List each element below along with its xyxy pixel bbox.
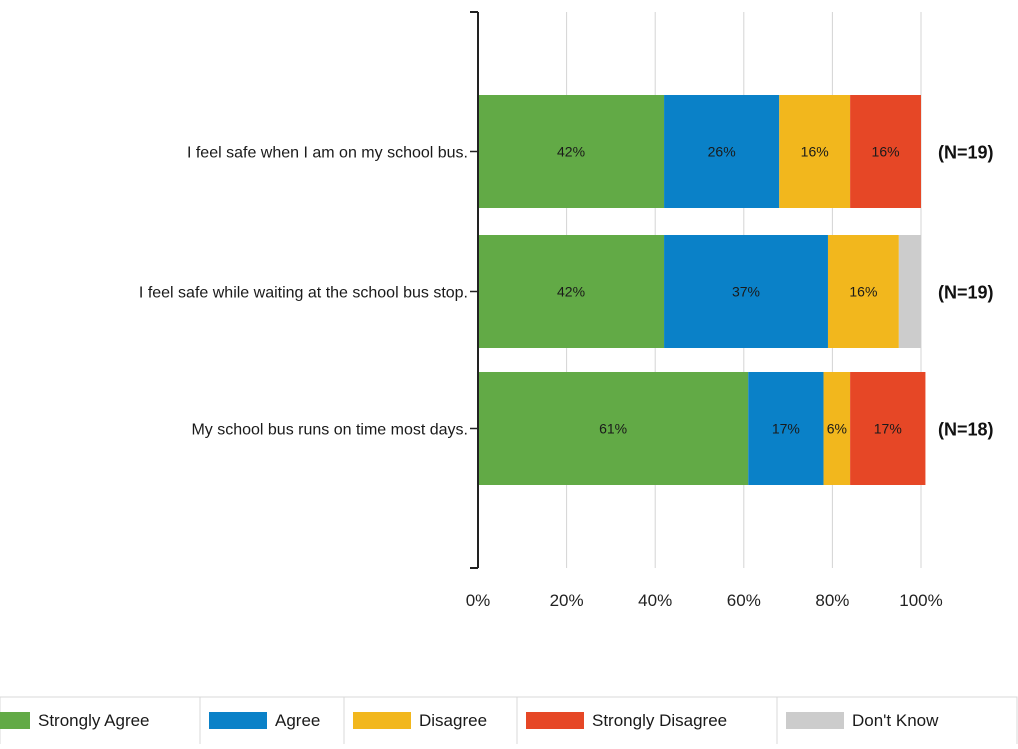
bar-segment xyxy=(478,372,749,485)
legend: Strongly Agree Agree Disagree Strongly Disa… xyxy=(0,696,1018,746)
category-axis: I feel safe when I am on my school bus. I… xyxy=(139,11,479,569)
bar-segment-label: 42% xyxy=(557,284,585,300)
category-label: I feel safe when I am on my school bus. xyxy=(187,145,468,162)
bar-segment-label: 37% xyxy=(732,284,760,300)
sample-size-label: (N=18) xyxy=(938,420,994,440)
legend-label: Agree xyxy=(275,711,320,730)
x-axis-ticks: 0% 20% 40% 60% 80% 100% xyxy=(466,591,943,610)
bar-segment-label: 17% xyxy=(874,421,902,437)
bar-segment xyxy=(827,235,899,348)
legend-swatch xyxy=(786,712,844,729)
legend-label: Strongly Disagree xyxy=(592,711,727,730)
bar-segment xyxy=(664,95,780,208)
bar-segment-label: 61% xyxy=(599,421,627,437)
x-tick-label: 20% xyxy=(550,591,584,610)
bar-segment-label: 16% xyxy=(872,144,900,160)
bar-segment-label: 26% xyxy=(708,144,736,160)
legend-box xyxy=(0,696,1018,746)
bar-segment xyxy=(850,95,921,208)
bar-segment xyxy=(478,235,665,348)
bar-segment-label: 17% xyxy=(772,421,800,437)
legend-swatch xyxy=(209,712,267,729)
x-tick-label: 80% xyxy=(815,591,849,610)
bar-segment-label: 16% xyxy=(849,284,877,300)
sample-size-label: (N=19) xyxy=(938,283,994,303)
bar-segment xyxy=(850,372,926,485)
bar-segment xyxy=(478,95,665,208)
bar-segment-label: 42% xyxy=(557,144,585,160)
x-tick-label: 40% xyxy=(638,591,672,610)
category-label: I feel safe while waiting at the school … xyxy=(139,285,468,302)
legend-swatch xyxy=(0,712,30,729)
x-tick-label: 100% xyxy=(899,591,942,610)
row-annotations: (N=19) (N=19) (N=18) xyxy=(938,143,994,440)
legend-swatch xyxy=(526,712,584,729)
legend-label: Strongly Agree xyxy=(38,711,150,730)
x-tick-label: 60% xyxy=(727,591,761,610)
x-tick-label: 0% xyxy=(466,591,491,610)
bar-segment xyxy=(664,235,828,348)
bar-segment xyxy=(779,95,851,208)
legend-label: Disagree xyxy=(419,711,487,730)
sample-size-label: (N=19) xyxy=(938,143,994,163)
category-label: My school bus runs on time most days. xyxy=(191,422,468,439)
legend-label: Don't Know xyxy=(852,711,939,730)
bar-segment-label: 6% xyxy=(827,421,847,437)
bar-segment xyxy=(748,372,824,485)
bar-segment xyxy=(823,372,851,485)
bars: 42% 26% 16% 16% 42% 37% 16% 61% 17% 6% 17% xyxy=(478,95,926,485)
bar-segment-label: 16% xyxy=(801,144,829,160)
bar-segment xyxy=(898,235,921,348)
legend-swatch xyxy=(353,712,411,729)
